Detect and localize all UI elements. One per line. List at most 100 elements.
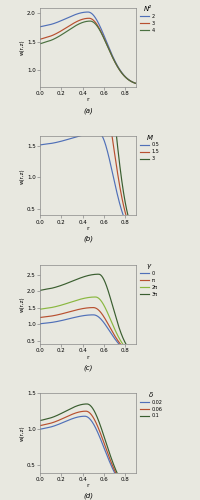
0.1 (77, 402, 79, 408)
3π (77, 276, 79, 282)
0.02 (84, 413, 86, 419)
1.5 (70, 96, 72, 102)
3 (77, 37, 79, 43)
1.5 (77, 90, 79, 96)
X-axis label: r: r (87, 483, 89, 488)
0.5 (77, 134, 79, 140)
0.1 (50, 414, 53, 420)
X-axis label: r: r (87, 98, 89, 102)
3 (99, 17, 101, 23)
π (77, 306, 79, 312)
0.1 (39, 418, 41, 424)
Line: 0.1: 0.1 (40, 404, 135, 496)
Y-axis label: w(r,z): w(r,z) (19, 296, 24, 312)
π (99, 309, 101, 315)
0.5 (108, 155, 110, 161)
2 (39, 24, 41, 30)
3 (108, 68, 111, 73)
3 (50, 74, 53, 80)
4 (50, 37, 53, 43)
0 (99, 316, 101, 322)
π (70, 308, 72, 314)
π (134, 352, 137, 358)
4 (134, 80, 137, 86)
0.1 (134, 492, 137, 498)
0 (108, 328, 110, 334)
π (108, 323, 110, 329)
Text: (b): (b) (83, 236, 93, 242)
2π (70, 299, 72, 305)
4 (108, 47, 110, 53)
0 (92, 312, 95, 318)
3π (70, 278, 72, 284)
2 (77, 10, 79, 16)
0 (108, 328, 111, 334)
3 (98, 17, 101, 23)
0 (77, 314, 79, 320)
Legend: 0.02, 0.06, 0.1: 0.02, 0.06, 0.1 (140, 392, 162, 418)
3π (97, 271, 100, 277)
2 (50, 22, 53, 28)
1.5 (50, 107, 53, 113)
π (39, 314, 41, 320)
3π (134, 352, 137, 358)
0.06 (70, 412, 72, 418)
Y-axis label: w(r,z): w(r,z) (19, 425, 24, 440)
Line: 2: 2 (40, 12, 135, 84)
2π (77, 297, 79, 303)
Text: (d): (d) (83, 493, 93, 500)
Legend: 0.5, 1.5, 3: 0.5, 1.5, 3 (140, 134, 159, 162)
π (108, 324, 111, 330)
0.02 (134, 492, 137, 498)
1.5 (99, 82, 101, 88)
0.02 (70, 416, 72, 422)
0.1 (108, 450, 111, 456)
3 (108, 48, 111, 54)
3 (39, 36, 41, 42)
Y-axis label: w(r,z): w(r,z) (19, 168, 24, 184)
2π (39, 306, 41, 312)
Line: 3: 3 (40, 20, 135, 235)
X-axis label: r: r (87, 226, 89, 231)
3 (70, 48, 72, 54)
3 (70, 22, 72, 28)
0 (70, 316, 72, 322)
0 (134, 352, 137, 358)
Line: 2π: 2π (40, 297, 135, 354)
3 (99, 28, 101, 34)
3 (108, 47, 110, 53)
0.1 (86, 401, 88, 407)
1.5 (134, 232, 137, 238)
0.1 (108, 449, 110, 455)
Line: 1.5: 1.5 (40, 84, 135, 235)
4 (108, 48, 111, 54)
3π (99, 272, 101, 278)
3 (134, 232, 137, 238)
2π (99, 297, 101, 303)
2π (50, 304, 53, 310)
4 (89, 18, 91, 24)
4 (77, 22, 79, 28)
3π (108, 291, 110, 297)
2 (134, 80, 137, 86)
2π (108, 314, 111, 320)
Text: (c): (c) (83, 364, 93, 371)
Y-axis label: w(r,z): w(r,z) (19, 40, 24, 55)
0.06 (39, 422, 41, 428)
Line: 0.06: 0.06 (40, 411, 135, 496)
0.02 (108, 458, 110, 464)
0.5 (134, 232, 137, 238)
3 (77, 18, 79, 24)
4 (39, 41, 41, 47)
0.1 (99, 422, 101, 428)
Line: 3π: 3π (40, 274, 135, 354)
Line: 0: 0 (40, 315, 135, 354)
3π (108, 292, 111, 298)
4 (99, 28, 101, 34)
0.5 (99, 130, 101, 136)
0.06 (108, 456, 111, 462)
2π (108, 314, 110, 320)
2 (108, 45, 110, 51)
2 (70, 14, 72, 20)
0 (50, 320, 53, 326)
